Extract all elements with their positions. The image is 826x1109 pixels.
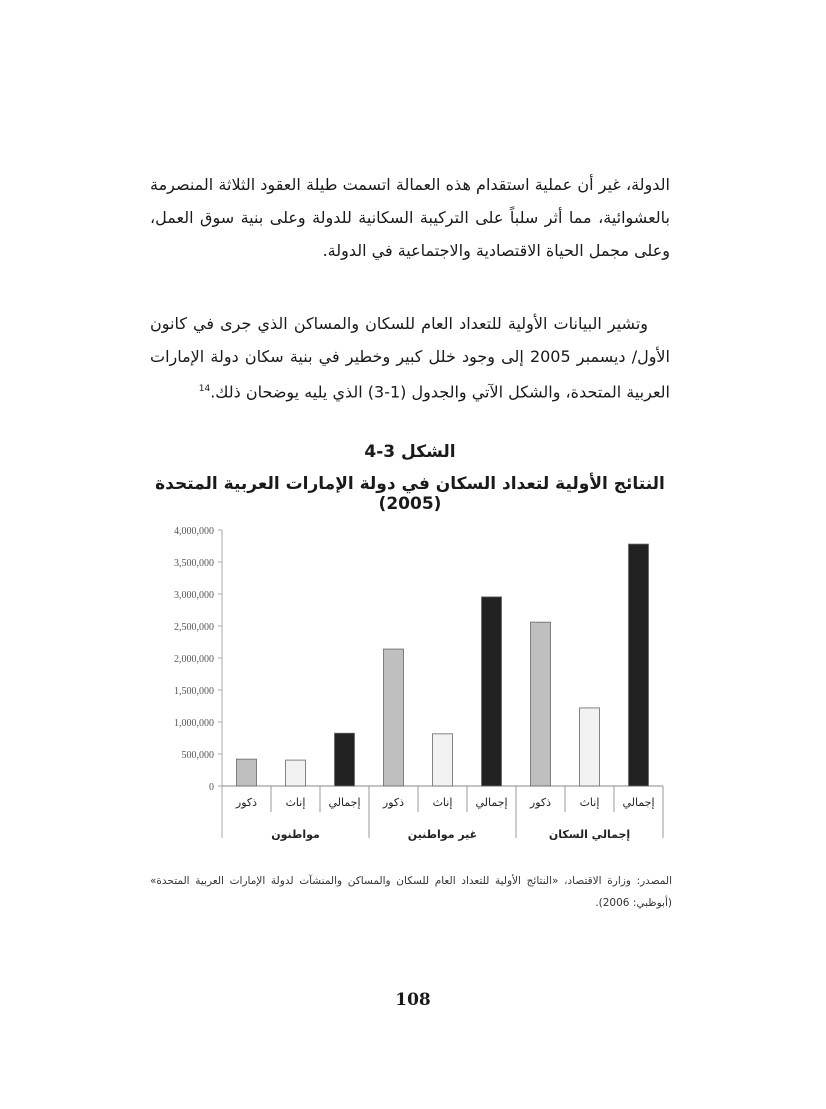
paragraph-1-text: الدولة، غير أن عملية استقدام هذه العمالة… — [150, 175, 670, 260]
bar-2-3 — [481, 596, 502, 787]
group-label: مواطنون — [271, 828, 320, 841]
page-number: 108 — [395, 990, 431, 1010]
paragraph-2: وتشير البيانات الأولية للتعداد العام للس… — [150, 307, 670, 408]
bar-3-1 — [530, 621, 551, 787]
y-tick-label: 4,000,000 — [174, 526, 214, 537]
paragraph-2-text: وتشير البيانات الأولية للتعداد العام للس… — [150, 314, 670, 402]
bar-3-3 — [628, 543, 649, 787]
category-label: إناث — [433, 796, 453, 809]
bar-chart: 0 500,000 1,000,000 1,500,000 2,000,000 2,500… — [174, 526, 664, 841]
paragraph-1: الدولة، غير أن عملية استقدام هذه العمالة… — [150, 168, 670, 267]
y-tick-label: 1,000,000 — [174, 718, 214, 729]
category-label: ذكور — [235, 796, 257, 809]
y-tick-label: 2,000,000 — [174, 654, 214, 665]
bar-1-3 — [334, 732, 355, 787]
bar-1-1 — [236, 758, 257, 787]
y-tick-label: 500,000 — [182, 750, 215, 761]
bar-1-2 — [285, 759, 306, 787]
category-label: إجمالي — [328, 796, 360, 809]
bar-3-2 — [579, 707, 600, 787]
y-tick-label: 3,500,000 — [174, 558, 214, 569]
y-tick-label: 3,000,000 — [174, 590, 214, 601]
bar-2-1 — [383, 648, 404, 787]
category-label: إناث — [580, 796, 600, 809]
figure-label: الشكل 3-4 — [364, 442, 456, 462]
group-label: إجمالي السكان — [549, 828, 630, 841]
y-tick-label: 2,500,000 — [174, 622, 214, 633]
footnote-reference[interactable]: 14 — [198, 384, 211, 394]
bar-2-2 — [432, 733, 453, 787]
category-label: إجمالي — [622, 796, 654, 809]
category-label: ذكور — [529, 796, 551, 809]
category-label: إجمالي — [475, 796, 507, 809]
category-label: ذكور — [382, 796, 404, 809]
y-tick-label: 0 — [209, 782, 214, 793]
group-label: غير مواطنين — [408, 828, 477, 841]
figure-title: النتائج الأولية لتعداد السكان في دولة ال… — [155, 474, 665, 514]
category-label: إناث — [286, 796, 306, 809]
source-note: المصدر: وزارة الاقتصاد، «النتائج الأولية… — [150, 875, 672, 909]
y-tick-label: 1,500,000 — [174, 686, 214, 697]
